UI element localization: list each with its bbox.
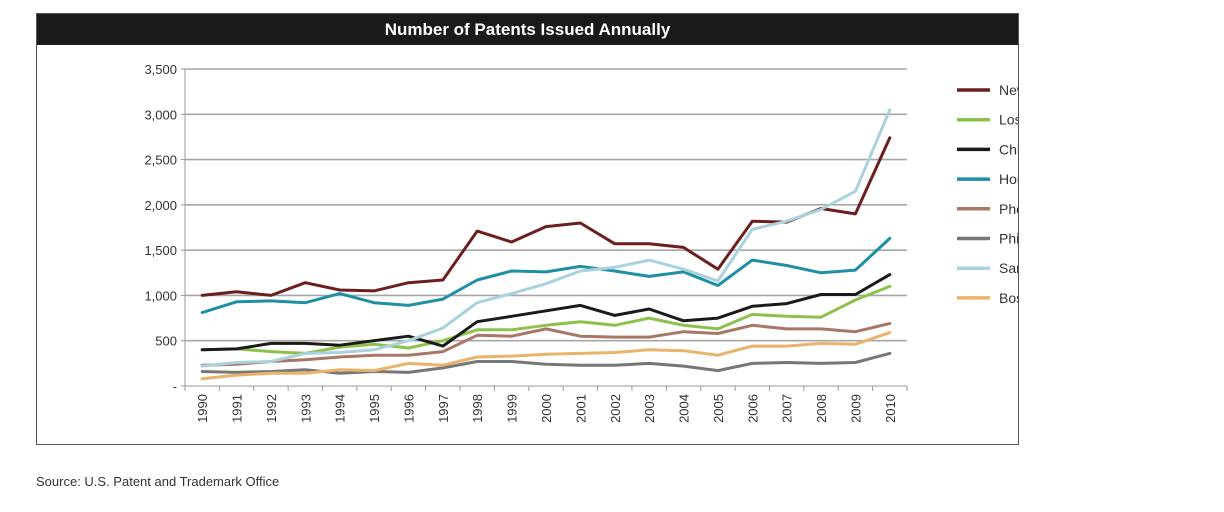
series-line-houston — [200, 236, 892, 315]
x-tick-label: 2007 — [780, 394, 795, 423]
y-tick-label: - — [173, 379, 177, 394]
y-tick-label: 3,500 — [144, 62, 177, 77]
x-tick-label: 1998 — [470, 394, 485, 423]
series-line-new-york-city — [200, 136, 892, 297]
legend-label: New York City — [999, 82, 1018, 98]
x-tick-label: 1992 — [264, 394, 279, 423]
x-tick-label: 2001 — [573, 394, 588, 423]
y-tick-label: 1,000 — [144, 288, 177, 303]
y-tick-label: 1,500 — [144, 243, 177, 258]
series-line-los-angeles — [200, 284, 892, 355]
y-tick-label: 2,500 — [144, 153, 177, 168]
x-tick-label: 2010 — [883, 394, 898, 423]
x-tick-label: 2006 — [745, 394, 760, 423]
y-tick-label: 2,000 — [144, 198, 177, 213]
x-tick-label: 2003 — [642, 394, 657, 423]
x-tick-label: 2000 — [539, 394, 554, 423]
legend-label: San Francisco — [999, 260, 1018, 276]
series-line-phoenix — [200, 322, 892, 367]
y-tick-label: 500 — [155, 334, 177, 349]
x-tick-label: 1994 — [333, 394, 348, 423]
line-chart: - 500 1,000 1,500 2,000 2,500 3,000 3,500 1990 19… — [144, 62, 1018, 423]
x-tick-label: 2008 — [814, 394, 829, 423]
x-tick-label: 1999 — [505, 394, 520, 423]
legend-label: Boston — [999, 290, 1018, 306]
x-tick-label: 1993 — [298, 394, 313, 423]
x-tick-label: 2009 — [848, 394, 863, 423]
legend-label: Houston — [999, 171, 1018, 187]
series-line-philadelphia — [200, 351, 892, 375]
legend-label: Philadelphia — [999, 231, 1018, 247]
series-line-chicago — [200, 273, 892, 352]
x-tick-label: 2002 — [608, 394, 623, 423]
legend-label: Chicago — [999, 141, 1018, 157]
legend-label: Phoenix — [999, 201, 1018, 217]
legend-label: Los Angeles — [999, 112, 1018, 128]
x-tick-label: 1996 — [401, 394, 416, 423]
y-tick-label: 3,000 — [144, 107, 177, 122]
x-tick-label: 1991 — [230, 394, 245, 423]
series-line-san-francisco — [200, 108, 892, 368]
x-tick-label: 2004 — [677, 394, 692, 423]
x-tick-label: 1990 — [195, 394, 210, 423]
x-tick-label: 1997 — [436, 394, 451, 423]
chart-title: Number of Patents Issued Annually — [37, 14, 1018, 45]
chart-frame: Number of Patents Issued Annually - 500 1,… — [36, 13, 1019, 445]
x-tick-label: 2005 — [711, 394, 726, 423]
source-note: Source: U.S. Patent and Trademark Office — [36, 474, 280, 489]
series-line-boston — [200, 331, 892, 381]
x-tick-label: 1995 — [367, 394, 382, 423]
